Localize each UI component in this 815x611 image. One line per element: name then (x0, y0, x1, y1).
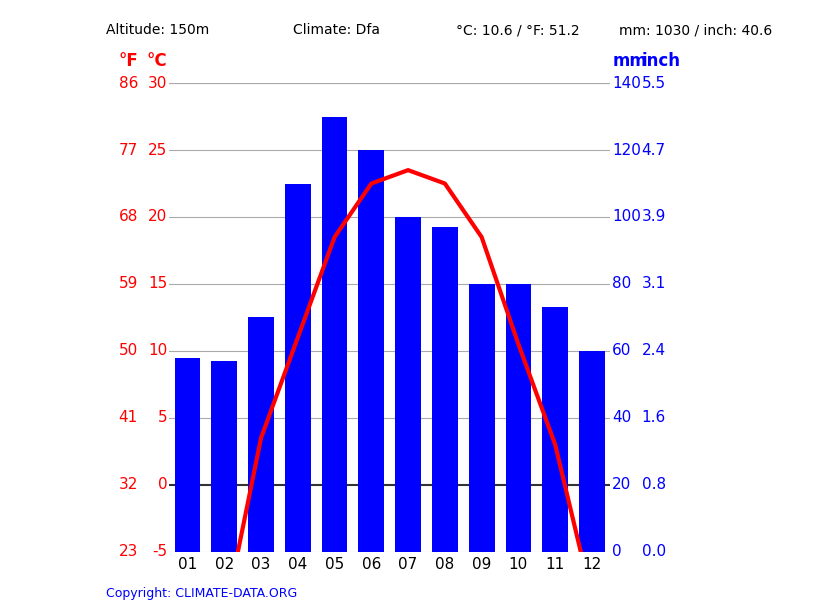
Text: °C: 10.6 / °F: 51.2: °C: 10.6 / °F: 51.2 (456, 23, 580, 37)
Text: 3.9: 3.9 (641, 210, 666, 224)
Bar (285, 183, 311, 552)
Text: 120: 120 (612, 142, 641, 158)
Bar (505, 284, 531, 552)
Text: 3.1: 3.1 (641, 276, 666, 291)
Text: 1.6: 1.6 (641, 411, 666, 425)
Text: 100: 100 (612, 210, 641, 224)
Text: 50: 50 (119, 343, 138, 359)
Bar (322, 117, 347, 552)
Text: 15: 15 (148, 276, 167, 291)
Text: 25: 25 (148, 142, 167, 158)
Text: 80: 80 (612, 276, 632, 291)
Text: 2.4: 2.4 (641, 343, 666, 359)
Text: mm: 1030 / inch: 40.6: mm: 1030 / inch: 40.6 (619, 23, 773, 37)
Bar (579, 351, 605, 552)
Text: 32: 32 (118, 477, 138, 492)
Text: °F: °F (118, 52, 138, 70)
Text: 0: 0 (612, 544, 622, 559)
Bar (469, 284, 495, 552)
Text: 60: 60 (612, 343, 632, 359)
Bar (359, 150, 384, 552)
Bar (174, 357, 200, 552)
Text: 77: 77 (119, 142, 138, 158)
Text: 0: 0 (157, 477, 167, 492)
Text: 20: 20 (148, 210, 167, 224)
Bar (249, 317, 274, 552)
Bar (211, 361, 237, 552)
Text: 0.0: 0.0 (641, 544, 666, 559)
Text: 5.5: 5.5 (641, 76, 666, 90)
Text: 0.8: 0.8 (641, 477, 666, 492)
Text: Altitude: 150m: Altitude: 150m (106, 23, 209, 37)
Text: 30: 30 (148, 76, 167, 90)
Text: 140: 140 (612, 76, 641, 90)
Text: 5: 5 (157, 411, 167, 425)
Text: 20: 20 (612, 477, 632, 492)
Text: 4.7: 4.7 (641, 142, 666, 158)
Text: 59: 59 (118, 276, 138, 291)
Text: 23: 23 (118, 544, 138, 559)
Text: 40: 40 (612, 411, 632, 425)
Text: 10: 10 (148, 343, 167, 359)
Text: inch: inch (641, 52, 681, 70)
Text: 41: 41 (119, 411, 138, 425)
Text: mm: mm (612, 52, 647, 70)
Text: -5: -5 (152, 544, 167, 559)
Text: 68: 68 (118, 210, 138, 224)
Bar (395, 217, 421, 552)
Text: Copyright: CLIMATE-DATA.ORG: Copyright: CLIMATE-DATA.ORG (106, 587, 297, 600)
Text: °C: °C (147, 52, 167, 70)
Bar (542, 307, 568, 552)
Text: Climate: Dfa: Climate: Dfa (293, 23, 381, 37)
Text: 86: 86 (118, 76, 138, 90)
Bar (432, 227, 458, 552)
